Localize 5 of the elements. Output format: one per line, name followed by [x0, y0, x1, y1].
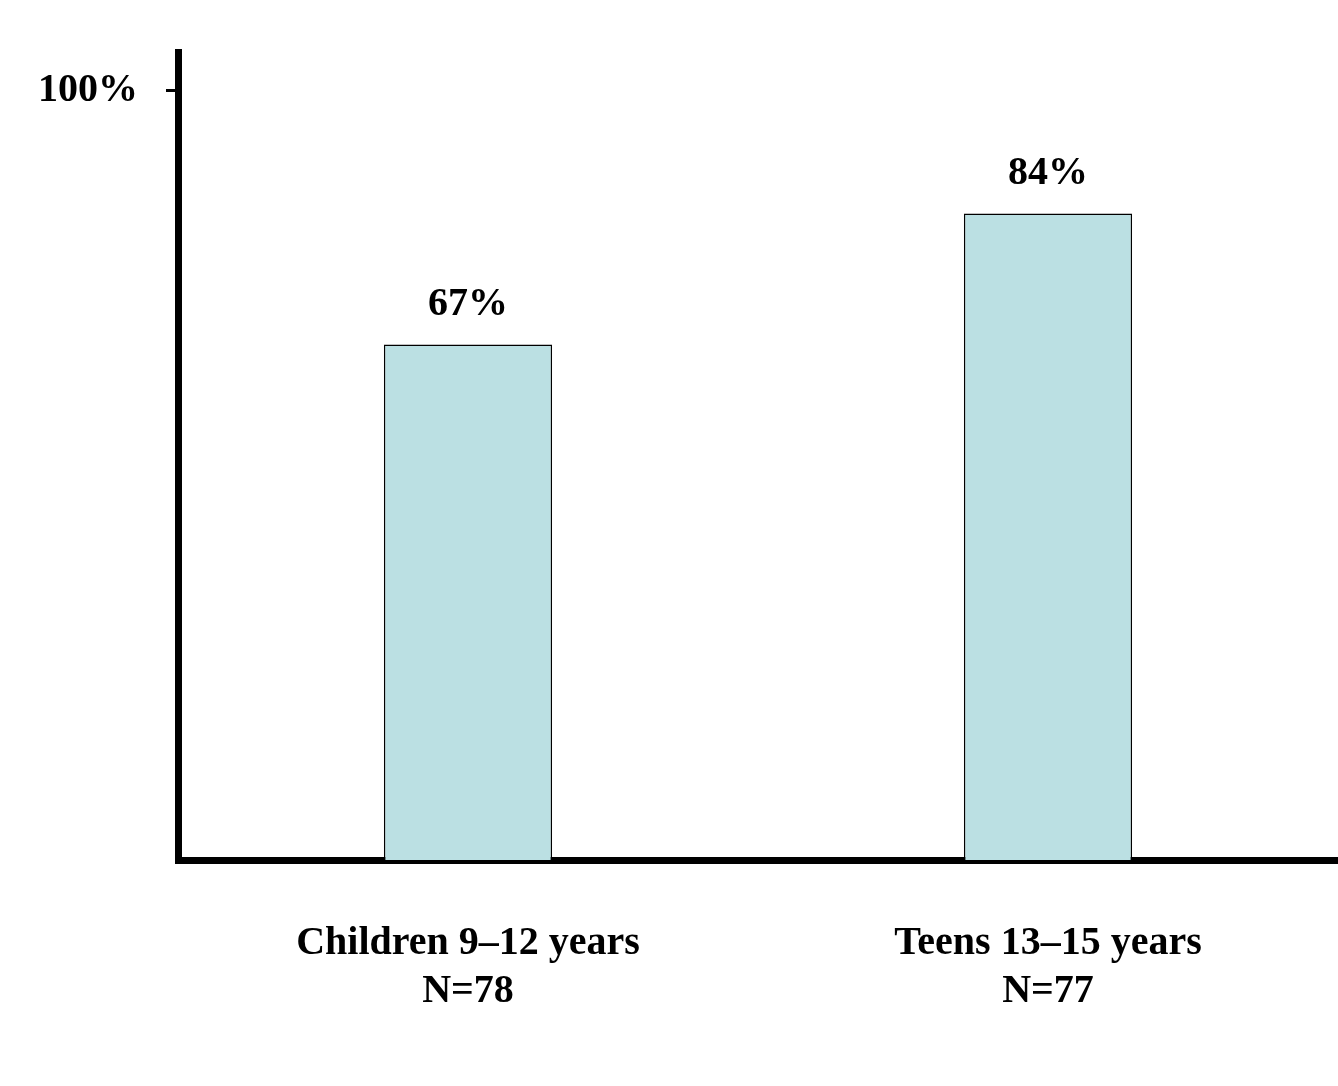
x-tick-label: Teens 13–15 years N=77: [894, 918, 1202, 1012]
x-tick-label: Children 9–12 years N=78: [296, 918, 640, 1012]
data-label: 67%: [428, 278, 508, 324]
data-label: 84%: [1008, 147, 1088, 193]
y-tick-label: 100%: [38, 64, 138, 110]
